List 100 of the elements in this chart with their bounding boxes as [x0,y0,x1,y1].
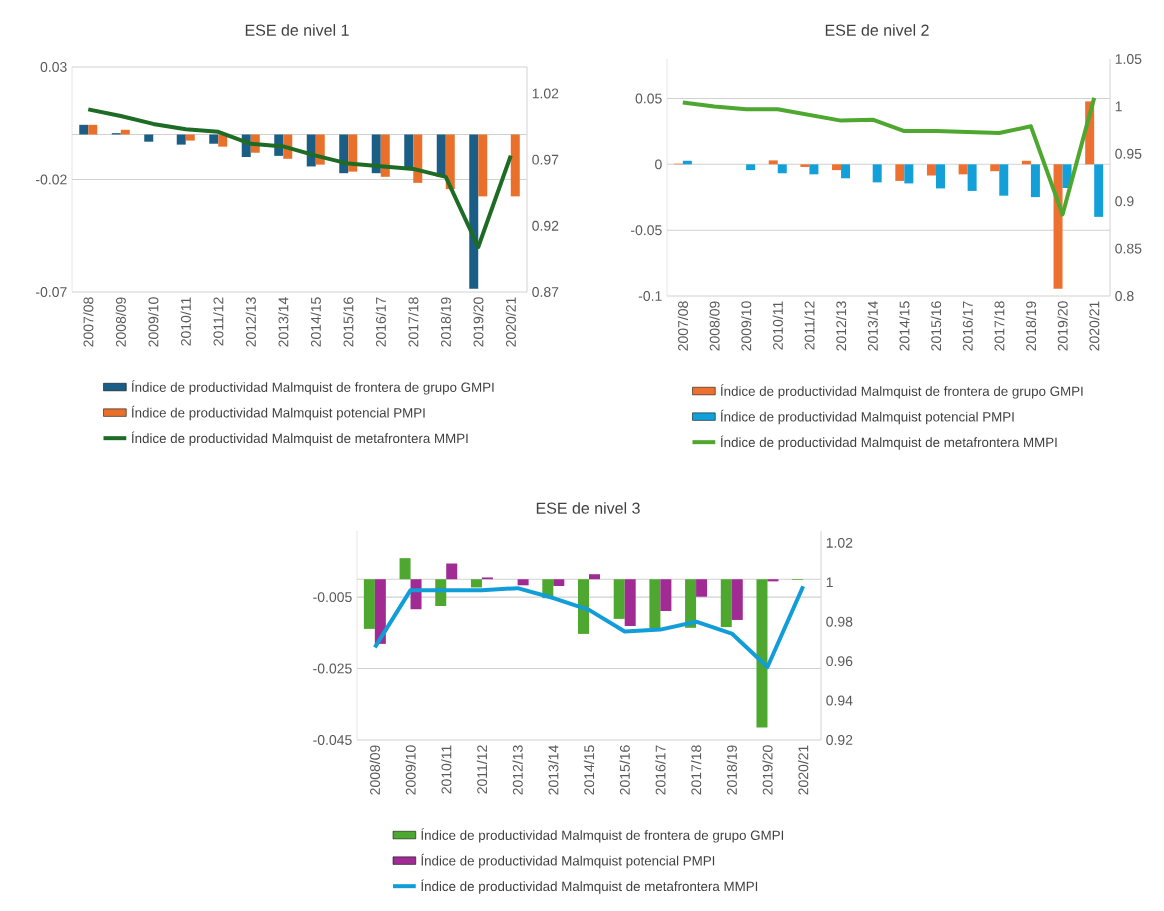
bar [895,164,905,181]
bar [404,134,414,170]
x-tick-label: 2020/21 [798,745,809,795]
legend-label: Índice de productividad Malmquist potencial PMPI [421,853,715,869]
x-tick-label: 2016/17 [962,301,973,351]
x-tick-label: 2020/21 [505,297,516,347]
bar [926,164,936,176]
bar [999,164,1009,196]
y-tick-label: -0.025 [313,663,352,674]
bar [1030,164,1040,198]
y2-tick-label: 0.87 [532,287,559,297]
line-series [86,107,513,249]
x-tick-label: 2013/14 [548,745,559,795]
bar [1053,164,1063,289]
bar [777,164,787,174]
bar [578,579,590,634]
chart-title: ESE de nivel 2 [825,24,929,36]
y2-tick-label: 1.02 [826,537,853,548]
x-tick-label: 2018/19 [440,297,451,347]
x-tick-label: 2016/17 [655,745,666,795]
bar [768,160,778,165]
y-tick-label: -0.005 [313,592,352,603]
bar [1094,164,1104,217]
bar [720,579,732,628]
legend-label: Índice de productividad Malmquist de metafrontera MMPI [720,435,1057,450]
bar [469,134,479,289]
bar [436,134,446,177]
bar [399,558,411,580]
bar [696,579,708,597]
legend-label: Índice de productividad Malmquist de metafrontera MMPI [131,431,468,446]
bar [209,134,219,144]
x-tick-label: 2017/18 [994,301,1005,351]
bar [380,134,390,177]
bar [470,579,482,588]
x-tick-label: 2019/20 [473,297,484,347]
y-tick-label: -0.02 [36,174,67,185]
chart-title: ESE de nivel 3 [536,502,640,514]
bar [478,134,488,197]
y-tick-label: 0 [655,159,662,170]
x-tick-label: 2007/08 [83,297,94,347]
y2-tick-label: 0.94 [826,695,853,706]
x-tick-label: 2019/20 [762,745,773,795]
bar [446,563,458,580]
bar [967,164,977,191]
bar [363,579,375,629]
bar [935,164,945,189]
y2-tick-label: 0.92 [532,220,559,231]
x-tick-label: 2014/15 [583,745,595,795]
y2-tick-label: 0.9 [1115,196,1134,207]
x-tick-label: 2009/10 [740,301,752,351]
bar [510,134,520,197]
bar [413,134,423,183]
x-tick-label: 2012/13 [245,297,256,347]
y2-tick-label: 1 [826,577,833,588]
bar [660,579,672,612]
y2-tick-label: 0.85 [1115,243,1142,254]
bar [649,579,661,629]
y-tick-label: -0.05 [631,225,662,236]
bar [731,579,743,620]
x-tick-label: 2009/10 [405,745,416,795]
bar [767,579,779,582]
x-tick-label: 2015/16 [343,297,354,347]
x-tick-label: 2007/08 [677,301,688,351]
x-tick-label: 2020/21 [1089,301,1100,351]
y2-tick-label: 0.8 [1115,291,1134,301]
x-tick-label: 2011/12 [213,297,224,346]
legend-label: Índice de productividad Malmquist potencial PMPI [131,405,425,421]
x-tick-label: 2011/12 [476,745,488,794]
x-tick-label: 2012/13 [512,745,523,795]
y2-tick-label: 0.97 [532,154,559,165]
x-tick-label: 2014/15 [310,297,321,347]
bar [800,164,810,167]
chart-title: ESE de nivel 1 [245,24,349,36]
bar [445,134,455,190]
x-tick-label: 2010/11 [180,297,191,346]
x-tick-label: 2015/16 [930,301,942,351]
y-tick-label: 0.05 [635,93,662,104]
x-tick-label: 2014/15 [899,301,910,351]
bar [176,134,186,145]
x-tick-label: 2015/16 [619,745,630,795]
bar [88,124,98,135]
y2-tick-label: 0.96 [826,656,853,667]
y2-tick-label: 1.05 [1115,54,1142,64]
x-tick-label: 2009/10 [148,297,159,347]
x-tick-label: 2017/18 [408,297,419,347]
y2-tick-label: 1 [1115,101,1122,112]
x-tick-label: 2012/13 [835,301,847,351]
x-tick-label: 2018/19 [1025,301,1037,351]
y-tick-label: -0.045 [313,735,352,745]
bar [79,124,89,135]
legend-label: Índice de productividad Malmquist potencial PMPI [720,409,1014,425]
y2-tick-label: 0.98 [826,616,853,627]
bar [746,164,756,171]
x-tick-label: 2010/11 [441,745,452,794]
legend-label: Índice de productividad Malmquist de frontera de grupo GMPI [720,384,1083,399]
x-tick-label: 2013/14 [278,297,289,347]
bar [990,164,1000,172]
bar [613,579,625,619]
bar [904,164,914,184]
x-tick-label: 2013/14 [867,301,878,351]
